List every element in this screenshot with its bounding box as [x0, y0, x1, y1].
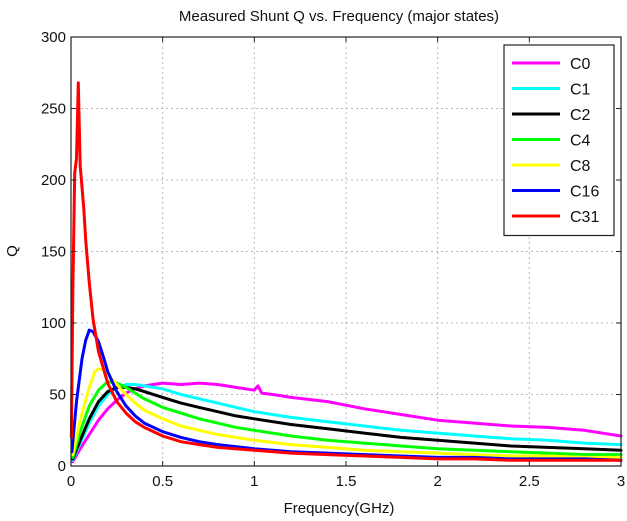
legend-label-c16: C16 [570, 184, 599, 201]
series-line-c31 [69, 81, 623, 462]
x-tick-label: 0 [67, 473, 75, 490]
y-tick-label: 100 [41, 315, 66, 332]
y-tick-label: 150 [41, 244, 66, 261]
y-axis-label: Q [4, 245, 21, 257]
chart-title: Measured Shunt Q vs. Frequency (major st… [179, 8, 499, 25]
y-tick-label: 0 [58, 458, 66, 475]
x-tick-label: 1 [250, 473, 258, 490]
x-axis-label: Frequency(GHz) [284, 500, 395, 517]
series-line-c8 [71, 367, 623, 459]
x-tick-label: 2.5 [519, 473, 540, 490]
legend-label-c0: C0 [570, 56, 591, 73]
series-line-c2 [71, 385, 623, 461]
legend-label-c31: C31 [570, 209, 599, 226]
y-tick-label: 300 [41, 29, 66, 46]
legend-label-c8: C8 [570, 158, 591, 175]
legend-label-c2: C2 [570, 107, 591, 124]
legend-label-c4: C4 [570, 133, 591, 150]
legend-label-c1: C1 [570, 82, 591, 99]
x-tick-label: 2 [433, 473, 441, 490]
x-tick-label: 1.5 [336, 473, 357, 490]
y-tick-label: 200 [41, 172, 66, 189]
x-tick-label: 0.5 [152, 473, 173, 490]
axis-ticks: 0 0.5 1 1.5 2 2.5 3 0 50 100 150 200 250 300 [41, 29, 625, 490]
y-tick-label: 50 [49, 387, 66, 404]
series-line-c1 [71, 383, 623, 462]
series-line-c0 [71, 381, 623, 464]
x-tick-label: 3 [617, 473, 625, 490]
legend: C0 C1 C2 C4 C8 C16 C31 [503, 44, 615, 237]
series-layer [69, 81, 623, 464]
y-tick-label: 250 [41, 101, 66, 118]
